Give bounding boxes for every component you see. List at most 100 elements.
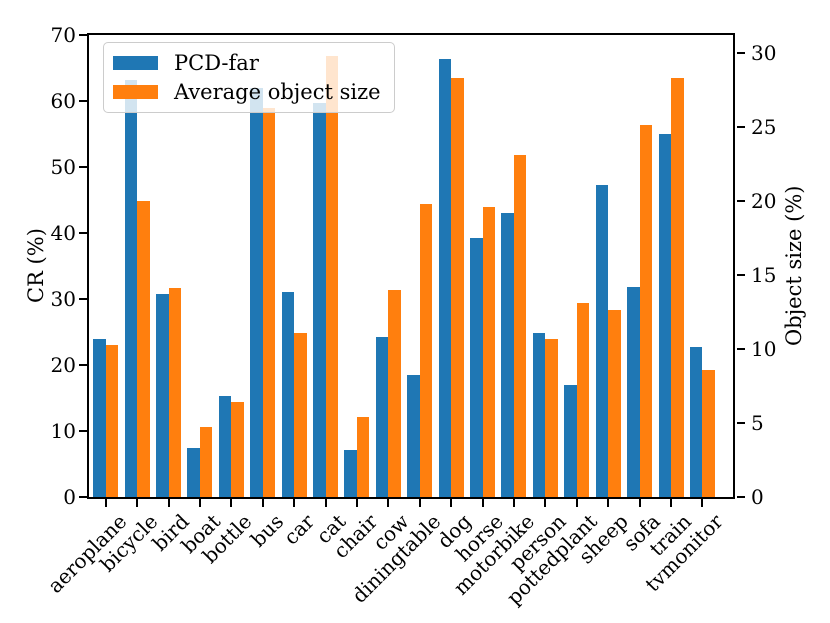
bar-average-object-size-horse xyxy=(482,206,496,497)
bar-average-object-size-bottle xyxy=(231,402,244,497)
bar-group-pottedplant xyxy=(561,35,592,497)
legend-swatch-blue-icon xyxy=(113,56,158,70)
x-tick xyxy=(355,499,358,507)
x-tick xyxy=(544,499,547,507)
x-tick xyxy=(669,499,672,507)
bar-average-object-size-bird xyxy=(168,288,182,497)
bar-average-object-size-chair xyxy=(356,417,370,497)
right-y-tick-label: 15 xyxy=(751,262,777,287)
x-tick xyxy=(450,499,453,507)
bar-group-dog xyxy=(435,35,466,497)
left-y-tick xyxy=(79,430,87,432)
right-y-tick-label: 20 xyxy=(751,188,777,213)
bar-group-car xyxy=(278,35,309,497)
left-y-tick xyxy=(79,166,87,168)
bar-pcd-far-diningtable xyxy=(407,374,420,497)
bar-average-object-size-train xyxy=(671,77,684,497)
bar-group-bus xyxy=(247,35,278,497)
bar-average-object-size-tvmonitor xyxy=(702,369,715,497)
right-y-tick xyxy=(737,125,745,128)
bar-pcd-far-train xyxy=(658,134,672,497)
bar-pcd-far-bottle xyxy=(218,396,232,497)
bar-average-object-size-sheep xyxy=(608,310,621,497)
right-y-tick xyxy=(737,51,745,54)
plot-area xyxy=(87,33,735,499)
bar-average-object-size-cat xyxy=(325,55,339,497)
bar-group-motorbike xyxy=(498,35,529,497)
x-tick xyxy=(607,499,610,507)
bar-pcd-far-tvmonitor xyxy=(689,346,703,497)
bar-group-sofa xyxy=(624,35,655,497)
left-y-tick xyxy=(79,100,87,102)
bar-group-horse xyxy=(467,35,498,497)
right-y-tick xyxy=(737,347,745,350)
right-y-tick-label: 25 xyxy=(751,114,777,139)
legend-entry-average-object-size: Average object size xyxy=(113,78,381,106)
bar-pcd-far-motorbike xyxy=(501,213,514,497)
right-y-tick-label: 5 xyxy=(751,410,764,435)
bar-average-object-size-dog xyxy=(451,77,464,497)
bar-pcd-far-person xyxy=(532,332,546,497)
x-tick xyxy=(701,499,704,507)
bar-group-sheep xyxy=(593,35,624,497)
left-y-tick-label: 20 xyxy=(50,353,76,377)
right-y-tick xyxy=(737,273,745,276)
bar-pcd-far-chair xyxy=(344,450,357,497)
left-y-tick xyxy=(79,298,87,300)
bar-pcd-far-dog xyxy=(438,59,452,497)
left-y-tick-label: 10 xyxy=(50,419,76,443)
bar-pcd-far-bus xyxy=(250,87,263,497)
bar-group-tvmonitor xyxy=(687,35,718,497)
x-tick xyxy=(136,499,139,507)
right-y-tick-label: 0 xyxy=(751,485,764,509)
x-tick xyxy=(387,499,390,507)
right-y-tick-label: 30 xyxy=(751,40,777,65)
left-y-tick-label: 70 xyxy=(50,23,76,47)
bar-pcd-far-bird xyxy=(156,293,169,497)
bar-group-train xyxy=(655,35,686,497)
x-tick xyxy=(261,499,264,507)
bar-pcd-far-sofa xyxy=(627,287,640,497)
bar-group-boat xyxy=(184,35,215,497)
right-y-tick xyxy=(737,421,745,424)
bar-pcd-far-cat xyxy=(313,102,326,497)
x-tick xyxy=(324,499,327,507)
bar-average-object-size-bicycle xyxy=(137,200,150,497)
bar-group-bicycle xyxy=(121,35,152,497)
legend-swatch-orange-icon xyxy=(113,85,158,99)
left-y-tick-label: 40 xyxy=(50,221,76,245)
legend-label-average-object-size: Average object size xyxy=(174,80,381,104)
left-y-tick-label: 60 xyxy=(50,89,76,113)
left-y-tick xyxy=(79,34,87,36)
x-tick xyxy=(638,499,641,507)
x-tick xyxy=(104,499,107,507)
bar-pcd-far-cow xyxy=(375,337,389,497)
bar-group-aeroplane xyxy=(90,35,121,497)
bar-group-chair xyxy=(341,35,372,497)
right-y-tick-label: 10 xyxy=(751,336,777,361)
bar-pcd-far-horse xyxy=(470,237,483,497)
bar-group-bottle xyxy=(216,35,247,497)
legend-entry-pcd-far: PCD-far xyxy=(113,49,381,77)
x-tick xyxy=(198,499,201,507)
bar-average-object-size-boat xyxy=(199,427,213,497)
x-tick xyxy=(418,499,421,507)
legend: PCD-far Average object size xyxy=(103,42,395,113)
left-y-tick-label: 50 xyxy=(50,155,76,179)
bar-pcd-far-sheep xyxy=(595,184,609,497)
bars-container xyxy=(89,35,733,497)
bar-average-object-size-sofa xyxy=(639,125,653,497)
bar-pcd-far-aeroplane xyxy=(93,338,106,497)
bar-average-object-size-diningtable xyxy=(419,203,433,497)
bar-pcd-far-boat xyxy=(187,447,200,497)
bar-group-cow xyxy=(373,35,404,497)
right-y-tick xyxy=(737,199,745,202)
bar-average-object-size-cow xyxy=(388,289,401,497)
bar-average-object-size-car xyxy=(294,332,307,497)
bar-group-person xyxy=(530,35,561,497)
bar-average-object-size-pottedplant xyxy=(576,303,590,497)
bar-average-object-size-aeroplane xyxy=(105,344,119,497)
bar-group-diningtable xyxy=(404,35,435,497)
x-tick xyxy=(230,499,233,507)
